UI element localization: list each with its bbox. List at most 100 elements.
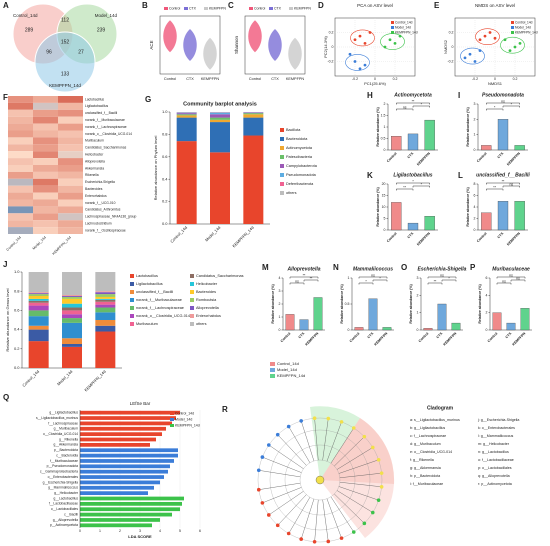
bar-segment bbox=[62, 322, 82, 339]
row-label: Muribaculum bbox=[85, 139, 104, 143]
y-tick-label: 1 bbox=[279, 315, 281, 319]
legend-label: Enterorhabdus bbox=[196, 314, 221, 318]
legend-swatch bbox=[130, 314, 134, 318]
significance-label: ** bbox=[412, 100, 415, 104]
x-tick-label: Model_14d bbox=[56, 369, 74, 387]
heat-cell bbox=[58, 192, 83, 200]
point bbox=[483, 34, 487, 38]
row-label: norank_f__UCG-010 bbox=[85, 201, 116, 205]
bar bbox=[481, 145, 492, 151]
heat-cell bbox=[33, 220, 58, 228]
y-tick-label: 2 bbox=[486, 311, 488, 315]
y-tick-label: 0 bbox=[279, 328, 281, 332]
tree-node bbox=[299, 419, 303, 423]
bar bbox=[80, 442, 150, 447]
legend-swatch bbox=[190, 322, 194, 326]
significance-label: * bbox=[421, 103, 423, 107]
bar bbox=[80, 432, 162, 437]
panel-letter: R bbox=[222, 405, 228, 414]
tree-node bbox=[376, 458, 381, 462]
y-tick-label: s__Ligilactobacillus_murinus bbox=[36, 416, 78, 420]
legend-swatch bbox=[280, 128, 284, 132]
legend-label: norank_o__Clostridia_UCG-014 bbox=[136, 314, 190, 318]
heat-cell bbox=[33, 151, 58, 159]
confidence-ellipse bbox=[475, 28, 500, 45]
bar bbox=[80, 426, 166, 431]
heat-cell bbox=[33, 178, 58, 186]
bar bbox=[481, 212, 492, 231]
legend-swatch bbox=[270, 362, 275, 366]
significance-bracket bbox=[427, 276, 457, 279]
row-label: Bacteroides bbox=[85, 187, 103, 191]
legend-swatch bbox=[280, 191, 284, 195]
bar bbox=[407, 133, 419, 151]
y-tick-label: g__Rikenella bbox=[59, 437, 78, 441]
legend-label: Control_14d bbox=[515, 20, 533, 24]
tree-branch bbox=[322, 499, 329, 542]
legend-swatch bbox=[280, 155, 284, 159]
bar bbox=[80, 448, 178, 453]
bar bbox=[80, 421, 172, 426]
bar-segment bbox=[28, 302, 49, 306]
set-label: Model_14d bbox=[95, 13, 118, 18]
heat-cell bbox=[58, 109, 83, 117]
chart-title: Muribaculaceae bbox=[492, 266, 530, 272]
heat-cell bbox=[58, 227, 83, 234]
tree-node bbox=[260, 455, 265, 459]
heat-cell bbox=[58, 96, 83, 103]
chart-title: PCA on ASV level bbox=[357, 3, 393, 8]
legend-label: Candidatus_Saccharimonas bbox=[196, 274, 244, 278]
chart-title: unclassified_f__Bacilli bbox=[476, 172, 530, 178]
tree-branch bbox=[334, 493, 365, 524]
tree-node bbox=[326, 539, 331, 544]
clade-sector bbox=[320, 418, 395, 484]
y-tick-label: 4 bbox=[279, 276, 281, 280]
bar-segment bbox=[28, 272, 49, 293]
bar bbox=[354, 327, 364, 331]
legend-label: k: o__Enterobacterales bbox=[478, 426, 515, 430]
x-tick-label: KEMPFPN_14d bbox=[83, 369, 107, 393]
bar bbox=[514, 145, 525, 151]
legend-label: Pseudomonadota bbox=[286, 173, 317, 177]
bar-segment bbox=[243, 135, 264, 224]
significance-bracket bbox=[289, 282, 305, 285]
x-tick-label: CTX bbox=[186, 77, 194, 81]
legend-label: others bbox=[196, 322, 207, 326]
significance-label: ** bbox=[310, 277, 313, 281]
legend-swatch bbox=[280, 173, 284, 177]
y-tick-label: 0.6 bbox=[162, 154, 168, 159]
y-tick-label: 0 bbox=[348, 328, 350, 332]
row-label: norank_f__Oscillospiraceae bbox=[85, 228, 126, 232]
significance-bracket bbox=[289, 276, 319, 279]
significance-label: ** bbox=[502, 180, 505, 184]
y-label: Relative abundance (%) bbox=[466, 187, 470, 226]
bar-segment bbox=[28, 329, 49, 342]
bar bbox=[382, 327, 392, 331]
legend-label: Actinomycetota bbox=[286, 146, 313, 150]
tree-branch bbox=[330, 496, 354, 533]
y-label: Relative abundance (%) bbox=[466, 107, 470, 146]
heat-cell bbox=[58, 199, 83, 207]
heat-cell bbox=[33, 165, 58, 172]
bar-segment bbox=[95, 298, 116, 300]
heat-cell bbox=[33, 116, 58, 124]
chart-title: NMDS on ASV level bbox=[475, 3, 515, 8]
bar bbox=[80, 475, 164, 479]
x-tick-label: CTX bbox=[298, 331, 306, 339]
bar bbox=[497, 201, 509, 231]
bar-segment bbox=[176, 117, 197, 142]
set-label: Control_14d bbox=[13, 13, 38, 18]
panel-letter: K bbox=[367, 171, 373, 180]
bar-segment bbox=[62, 303, 82, 308]
y-tick-label: 0.2 bbox=[162, 199, 168, 204]
significance-label: ** bbox=[434, 280, 437, 284]
chart-title: Community barplot analysis bbox=[183, 101, 257, 107]
region-count: 133 bbox=[61, 71, 70, 77]
bar-segment bbox=[62, 344, 82, 347]
legend-swatch bbox=[130, 322, 134, 326]
legend-label: KEMPFPN_14d bbox=[277, 373, 305, 378]
y-tick-label: g__Mammaliicoccus bbox=[48, 486, 78, 490]
plot-frame bbox=[244, 15, 306, 75]
bar-segment bbox=[176, 113, 197, 115]
y-tick-label: 4 bbox=[486, 293, 488, 297]
